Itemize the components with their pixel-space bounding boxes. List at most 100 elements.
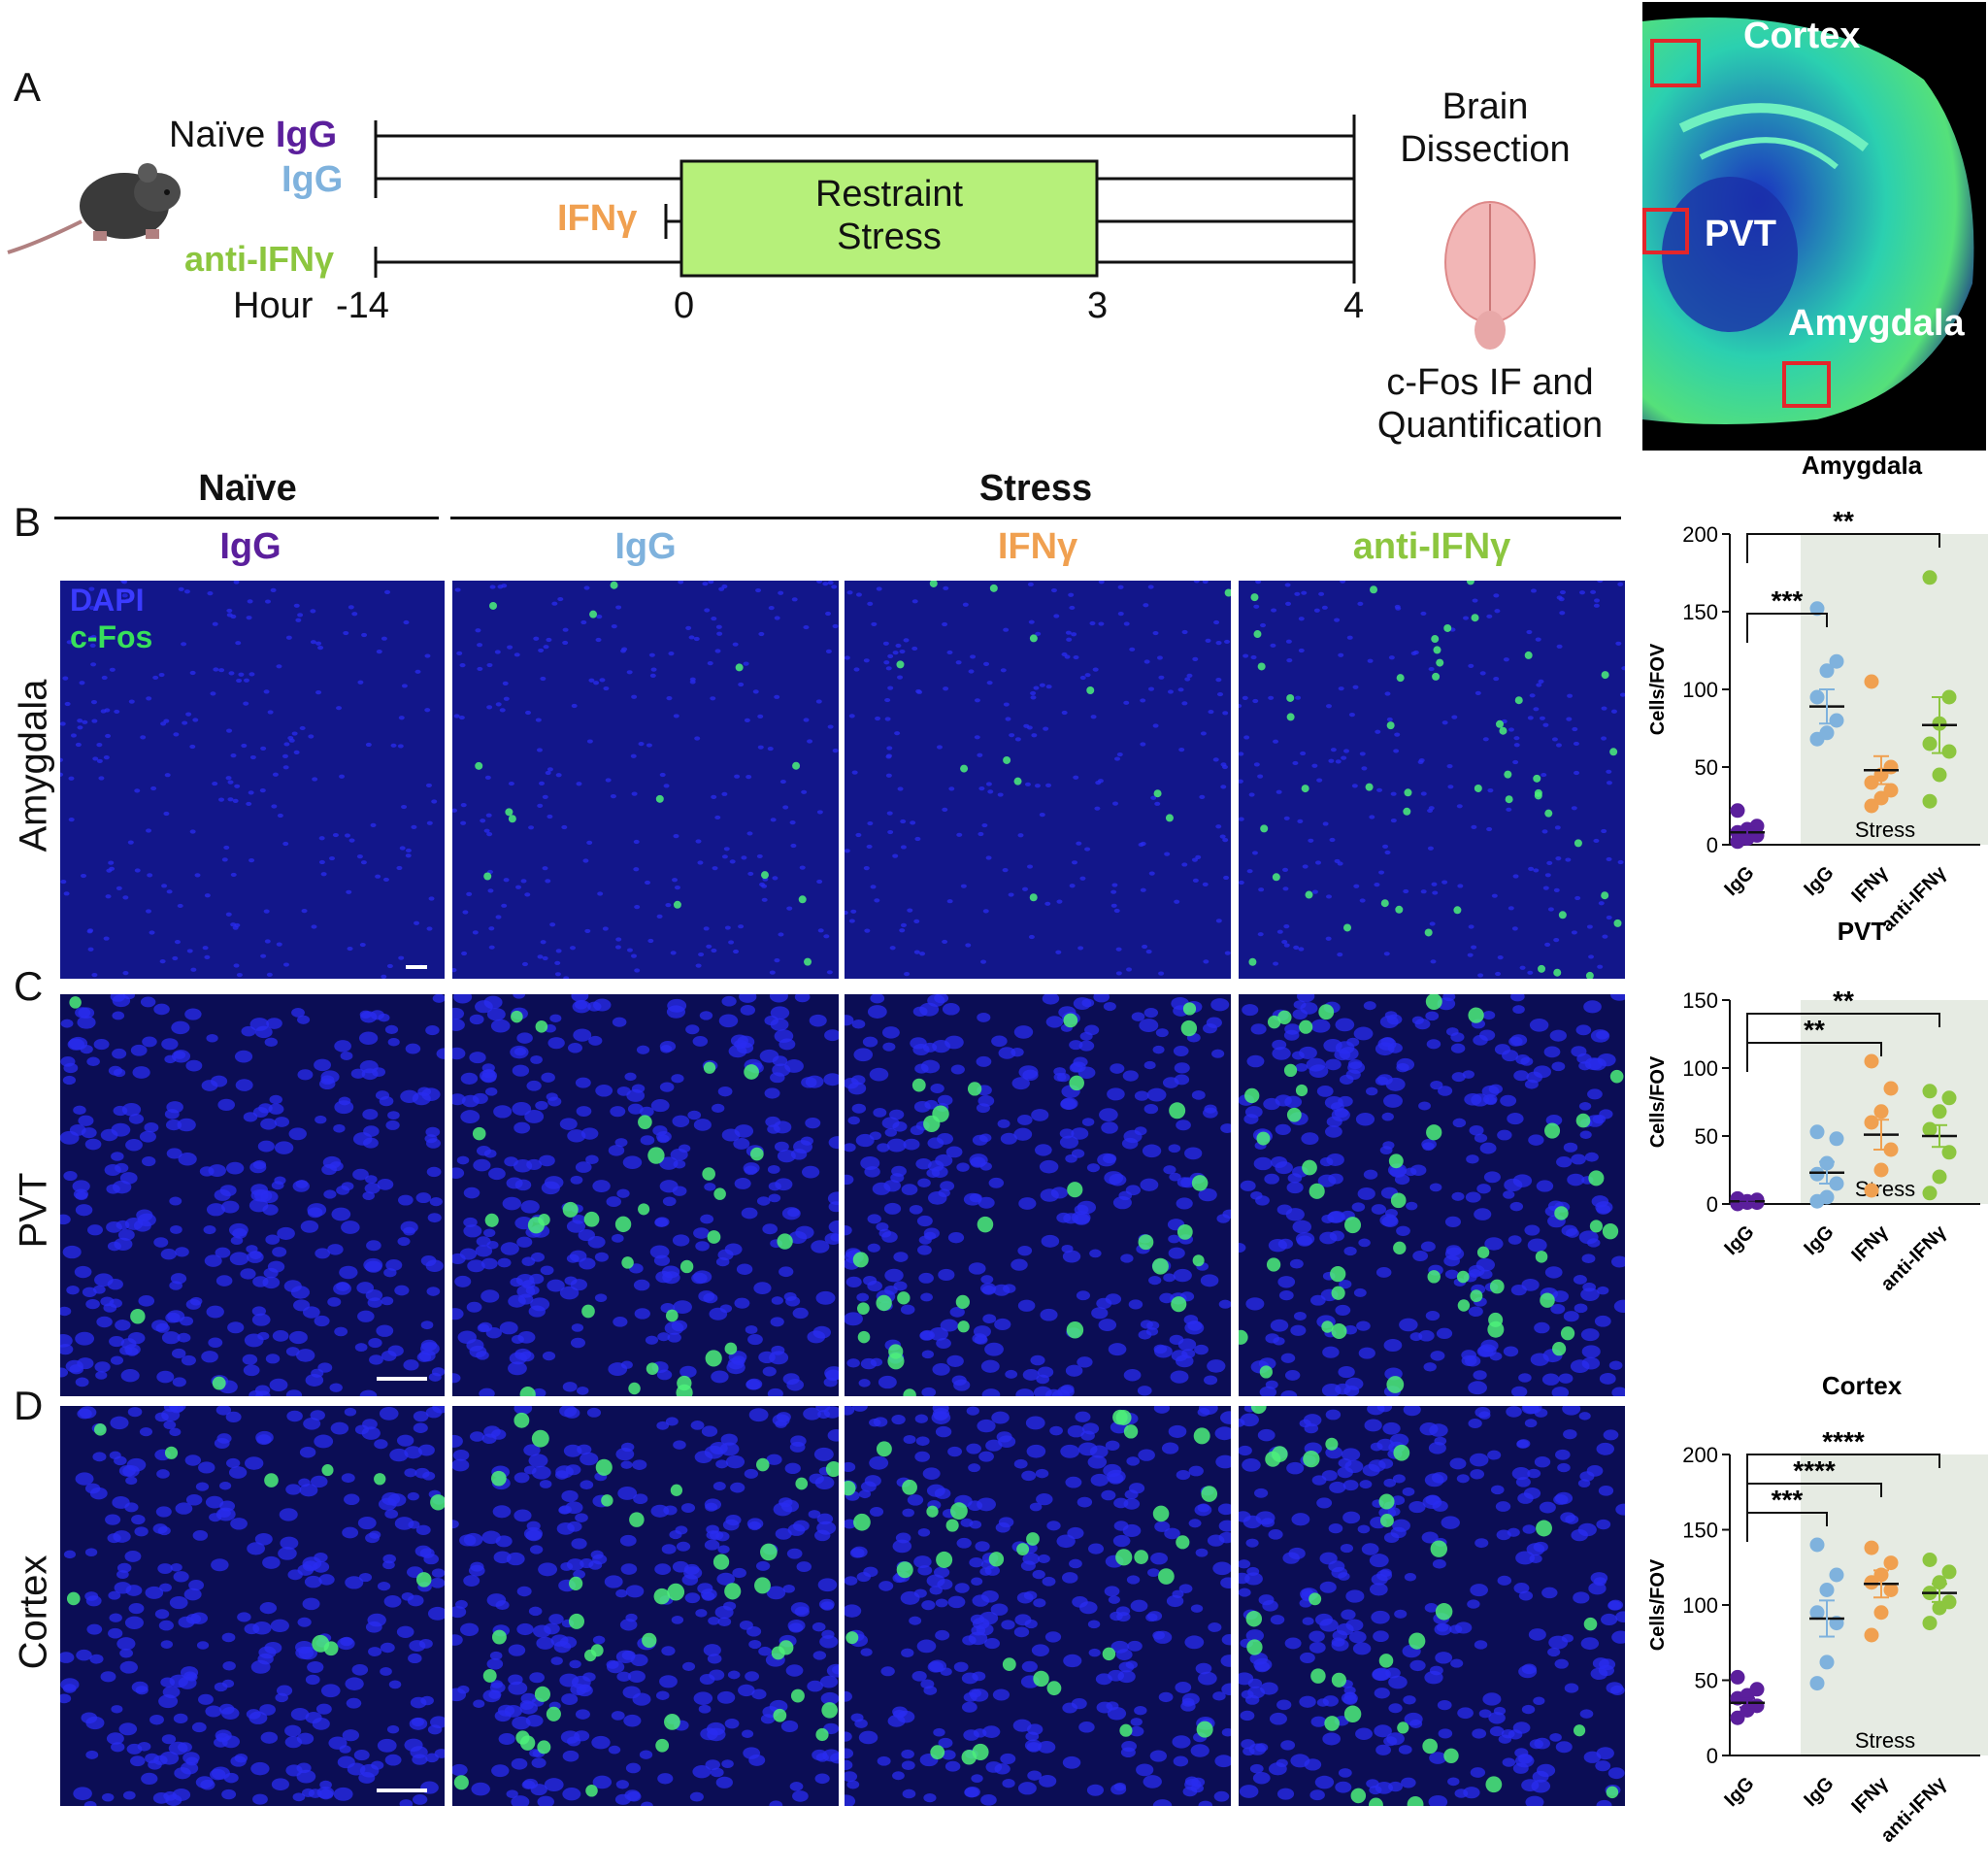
chart-amygdala-point [1864,775,1879,790]
chart-pvt-xtick-label: IgG [1720,1221,1758,1259]
stress-box [679,159,1099,278]
chart-cortex-point [1932,1575,1947,1590]
chart-pvt-point [1932,1169,1947,1185]
chart-cortex-ytick-label: 150 [1682,1519,1718,1543]
col-label-stress-igg: IgG [614,526,677,567]
chart-cortex-point [1873,1605,1889,1621]
chart-cortex-xtick-label: IFNγ [1847,1772,1893,1818]
chart-pvt-point [1864,1183,1879,1198]
micrograph-amygdala-stress-igg [452,581,839,979]
chart-cortex-sig-bracket [1746,1454,1940,1484]
chart-pvt-ylabel: Cells/FOV [1647,1055,1669,1148]
chart-cortex-sig-label: **** [1793,1455,1836,1486]
chart-amygdala-point [1864,798,1879,814]
brain-region-amygdala: Amygdala [1788,303,1965,344]
chart-amygdala-xtick-label: IgG [1800,862,1838,900]
chart-amygdala-point [1819,725,1835,741]
chart-pvt-point [1864,1115,1879,1130]
chart-cortex-point [1864,1627,1879,1643]
chart-pvt-sig-label: ** [1833,986,1854,1016]
chart-pvt-stress-label: Stress [1855,1177,1915,1201]
col-label-anti-ifng: anti-IFNγ [1352,526,1511,567]
timeline-row-igg: IgG [282,159,344,200]
chart-pvt-point [1883,1081,1899,1096]
timeline-diagram [7,115,1356,284]
stain-label-cfos: c-Fos [70,619,153,654]
chart-cortex-point [1819,1655,1835,1670]
chart-pvt-point [1829,1131,1844,1147]
chart-pvt-point [1809,1166,1825,1182]
chart-amygdala-point [1809,689,1825,705]
chart-cortex-point [1809,1537,1825,1553]
chart-amygdala-ytick-label: 50 [1695,755,1718,780]
chart-cortex-ylabel: Cells/FOV [1647,1558,1669,1651]
chart-amygdala-point [1922,793,1938,809]
row-label-cortex: Cortex [12,1554,55,1670]
chart-amygdala-point [1809,601,1825,617]
chart-amygdala-point [1941,689,1957,705]
micrograph-amygdala-anti-ifng [1239,581,1625,979]
chart-cortex-point [1864,1540,1879,1555]
chart-pvt-point [1809,1124,1825,1140]
brain-icon [1444,201,1536,350]
chart-pvt-point [1922,1084,1938,1099]
chart-cortex-point [1922,1553,1938,1567]
chart-cortex-ytick-label: 200 [1682,1443,1718,1467]
chart-amygdala-point [1941,744,1957,759]
row-label-pvt: PVT [12,1172,55,1249]
chart-amygdala-point [1883,783,1899,798]
chart-amygdala-sig-label: *** [1772,585,1804,616]
chart-pvt-xtick-label: anti-IFNγ [1876,1220,1951,1295]
chart-amygdala-point [1829,653,1844,669]
scale-bar-amygdala [406,965,427,969]
chart-pvt-ytick-label: 0 [1706,1192,1718,1217]
stress-box-label: Restraint Stress [814,174,964,257]
chart-cortex-sig-label: **** [1822,1426,1865,1456]
chart-amygdala-sig-label: ** [1833,506,1854,536]
chart-cortex-stress-label: Stress [1855,1728,1915,1753]
chart-pvt-point [1864,1053,1879,1069]
chart-cortex-point [1883,1583,1899,1597]
group-label-stress: Stress [978,468,1093,509]
chart-cortex-ytick-label: 0 [1706,1744,1718,1768]
micrograph-cortex-naive-igg [60,1406,445,1806]
micrograph-cortex-anti-ifng [1239,1406,1625,1806]
timeline-row-naive: Naïve IgG [169,115,337,156]
chart-amygdala-ytick-label: 0 [1706,833,1718,857]
chart-pvt-point [1873,1162,1889,1178]
chart-pvt-point [1730,1190,1745,1206]
chart-amygdala-ytick-label: 100 [1682,678,1718,702]
group-rule-naive [54,517,439,519]
row-label-amygdala: Amygdala [12,679,55,852]
chart-pvt-xtick-label: IFNγ [1847,1220,1893,1266]
panel-label-a: A [14,64,42,110]
chart-cortex-point [1730,1669,1745,1685]
chart-amygdala-sig-bracket [1746,533,1940,563]
chart-amygdala-point [1819,663,1835,679]
chart-cortex-xtick-label: IgG [1800,1773,1838,1811]
chart-pvt-ytick-label: 100 [1682,1056,1718,1081]
chart-cortex-point [1749,1682,1765,1697]
chart-cortex-stress-shade [1801,1454,1988,1755]
chart-pvt-ytick-label: 150 [1682,988,1718,1013]
timeline-row-naive-prefix: Naïve [169,115,276,155]
chart-pvt-sig-bracket [1746,1013,1940,1043]
chart-pvt-point [1883,1142,1899,1157]
chart-pvt-point [1922,1186,1938,1201]
brain-region-cortex: Cortex [1743,16,1861,56]
chart-cortex-ytick-label: 100 [1682,1593,1718,1618]
chart-amygdala-point [1932,767,1947,783]
chart-pvt-stress-shade [1801,1000,1988,1204]
scale-bar-pvt [377,1377,427,1381]
chart-amygdala-point [1730,803,1745,819]
chart-amygdala-title: Amygdala [1802,456,1923,480]
group-label-naive: Naïve [198,468,297,509]
chart-amygdala-point [1749,819,1765,834]
brain-region-pvt: PVT [1705,214,1776,254]
chart-amygdala-point [1864,674,1879,689]
chart-pvt-point [1941,1090,1957,1106]
micrograph-amygdala-naive-igg [60,581,445,979]
group-rule-stress [450,517,1621,519]
timeline-tick-4: 4 [1343,285,1365,326]
